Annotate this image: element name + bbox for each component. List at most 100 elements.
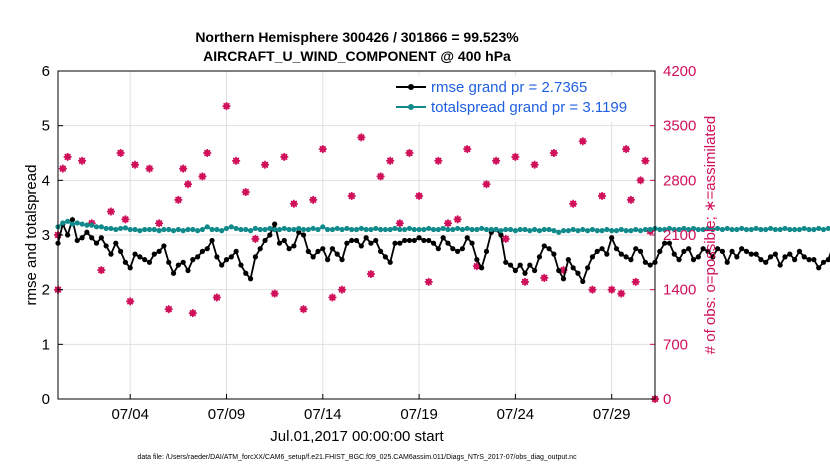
totalspread-point [657, 226, 663, 233]
rmse-point [353, 237, 360, 244]
totalspread-point [406, 225, 413, 232]
obs-point [395, 219, 404, 228]
rmse-point [618, 251, 624, 257]
totalspread-point [122, 225, 129, 231]
totalspread-point [69, 221, 76, 227]
totalspread-point [60, 220, 66, 226]
rmse-point [74, 237, 80, 244]
totalspread-point [344, 225, 350, 232]
totalspread-point [214, 226, 220, 233]
obs-point [424, 277, 433, 286]
totalspread-point [199, 226, 206, 233]
rmse-point [69, 217, 76, 223]
totalspread-point [734, 226, 740, 233]
rmse-point [479, 265, 485, 271]
rmse-point [455, 248, 461, 254]
rmse-point [613, 246, 620, 252]
rmse-point [594, 248, 600, 254]
obs-point [607, 285, 616, 294]
rmse-point [358, 243, 364, 249]
rmse-point [238, 262, 244, 268]
legend-rmse-marker [408, 84, 414, 90]
totalspread-point [609, 228, 615, 234]
rmse-point [522, 270, 528, 276]
totalspread-point [522, 226, 528, 233]
rmse-point [98, 235, 104, 241]
totalspread-point [662, 226, 668, 233]
x-tick-label: 07/04 [111, 406, 149, 423]
totalspread-point [613, 228, 620, 234]
totalspread-point [763, 226, 769, 233]
rmse-point [580, 278, 586, 285]
data-file-footnote: data file: /Users/raeder/DAI/ATM_forcXX/… [137, 454, 577, 461]
totalspread-point [455, 225, 461, 232]
rmse-point [247, 276, 254, 282]
totalspread-point [570, 226, 576, 233]
rmse-point [286, 246, 292, 252]
rmse-point [536, 254, 543, 260]
rmse-point [743, 248, 750, 254]
rmse-point [430, 240, 437, 246]
totalspread-point [276, 226, 283, 233]
rmse-point [377, 248, 384, 254]
rmse-point [787, 251, 793, 257]
totalspread-point [440, 225, 446, 232]
obs-point [622, 145, 631, 154]
rmse-point [411, 237, 417, 244]
totalspread-point [325, 226, 331, 233]
obs-point [188, 309, 197, 318]
rmse-point [325, 257, 331, 263]
rmse-point [243, 270, 249, 276]
totalspread-point [272, 226, 278, 233]
rmse-point [657, 248, 663, 254]
totalspread-point [536, 228, 543, 234]
rmse-point [195, 254, 201, 260]
rmse-point [79, 235, 85, 241]
rmse-point [729, 248, 735, 254]
rmse-point [695, 254, 701, 260]
obs-point [97, 266, 106, 275]
totalspread-point [387, 226, 393, 233]
obs-point [58, 164, 67, 173]
totalspread-point [474, 226, 480, 233]
y-right-tick-label: 0 [663, 391, 671, 408]
totalspread-point [329, 226, 336, 233]
obs-point [631, 277, 640, 286]
totalspread-point [575, 228, 581, 234]
totalspread-point [79, 221, 85, 227]
obs-point [270, 289, 279, 298]
totalspread-point [426, 225, 432, 232]
rmse-point [676, 257, 682, 263]
totalspread-point [527, 228, 533, 234]
totalspread-point [137, 228, 143, 234]
rmse-point [108, 251, 114, 257]
rmse-point [305, 248, 311, 254]
totalspread-point [671, 226, 677, 233]
obs-point [434, 156, 443, 165]
obs-point [626, 195, 635, 204]
totalspread-point [493, 226, 499, 233]
totalspread-point [315, 226, 321, 233]
rmse-point [228, 254, 234, 260]
totalspread-point [628, 228, 634, 234]
totalspread-point [724, 225, 730, 232]
rmse-point [267, 232, 273, 238]
totalspread-point [792, 226, 798, 233]
rmse-point [753, 251, 759, 257]
rmse-point [570, 265, 576, 271]
rmse-point [724, 259, 730, 265]
y-left-tick-label: 5 [42, 118, 50, 135]
totalspread-point [825, 225, 830, 232]
obs-point [131, 160, 140, 169]
obs-point [588, 285, 597, 294]
legend-spread-label: totalspread grand pr = 3.1199 [431, 99, 627, 116]
rmse-point [681, 248, 687, 254]
rmse-point [402, 237, 408, 244]
rmse-point [546, 246, 552, 252]
obs-point [261, 160, 270, 169]
rmse-point [820, 259, 827, 265]
legend: rmse grand pr = 2.7365 totalspread grand… [390, 76, 654, 122]
rmse-point [782, 254, 788, 260]
rmse-point [233, 248, 239, 254]
obs-point [482, 180, 491, 189]
